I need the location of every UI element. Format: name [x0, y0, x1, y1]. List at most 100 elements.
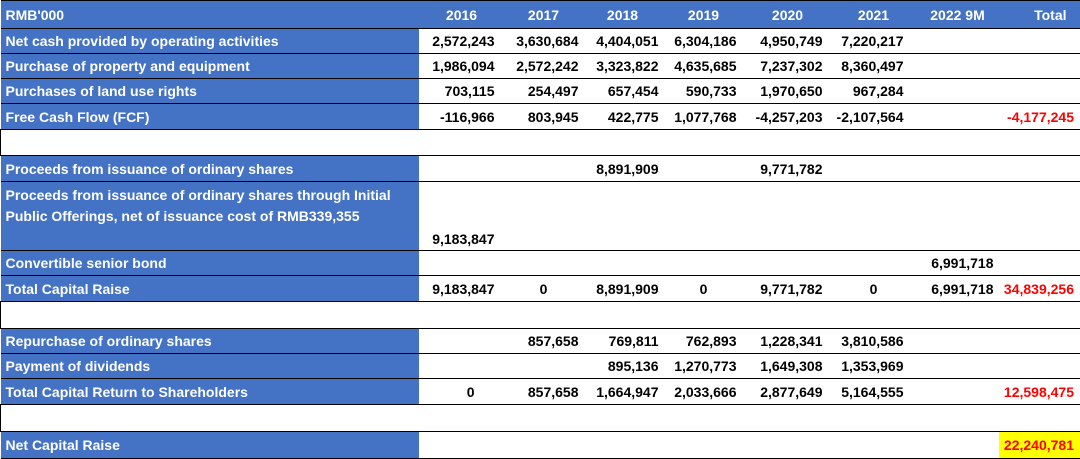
cell-2018: 1,664,947 — [582, 378, 663, 405]
cell-2020 — [744, 250, 831, 276]
cell-2017: 857,658 — [504, 378, 583, 405]
row-label: Payment of dividends — [0, 353, 419, 379]
row-purchase-ppe: Purchase of property and equipment 1,986… — [0, 53, 1080, 79]
row-ordinary-shares: Proceeds from issuance of ordinary share… — [0, 155, 1080, 182]
cell-2016: 1,986,094 — [418, 53, 505, 79]
cell-2022-9m — [916, 28, 999, 54]
cell-2022-9m — [916, 353, 999, 379]
cell-2019 — [662, 181, 745, 251]
cell-2017 — [504, 250, 583, 276]
unit-label: RMB'000 — [0, 0, 419, 29]
row-label: Convertible senior bond — [0, 250, 419, 276]
cell-total — [998, 328, 1080, 354]
cell-net-capital-raise-total: 22,240,781 — [998, 431, 1080, 459]
cell-2016: 703,115 — [418, 78, 505, 104]
cell-total — [998, 181, 1080, 251]
cell-2018: 8,891,909 — [582, 155, 663, 182]
spacer-row — [0, 404, 1080, 432]
cell-2022-9m — [916, 78, 999, 104]
cell-total-fcf: -4,177,245 — [998, 103, 1080, 130]
row-label: Total Capital Return to Shareholders — [0, 378, 419, 405]
cell-2020: -4,257,203 — [744, 103, 831, 130]
cell-2016: 0 — [418, 378, 505, 405]
cell-2021: 967,284 — [830, 78, 917, 104]
row-convertible-bond: Convertible senior bond 6,991,718 — [0, 250, 1080, 276]
row-ipo: Proceeds from issuance of ordinary share… — [0, 181, 1080, 251]
cell-2019: 1,077,768 — [662, 103, 745, 130]
cell-2018 — [582, 250, 663, 276]
spacer-row — [0, 301, 1080, 329]
year-header-2019: 2019 — [662, 0, 745, 29]
cell-2021 — [830, 181, 917, 251]
row-label: Total Capital Raise — [0, 275, 419, 302]
total-header: Total — [998, 0, 1080, 29]
cell-2021: 1,353,969 — [830, 353, 917, 379]
cell-2017 — [504, 181, 583, 251]
cell-2017: 0 — [504, 275, 583, 302]
cell-2019 — [662, 155, 745, 182]
cell-2021: 8,360,497 — [830, 53, 917, 79]
cell-total — [998, 78, 1080, 104]
cell-total — [998, 28, 1080, 54]
year-header-2021: 2021 — [830, 0, 917, 29]
cell-2022-9m — [916, 53, 999, 79]
cell-2017 — [504, 155, 583, 182]
year-header-2016: 2016 — [418, 0, 505, 29]
cell-2020: 4,950,749 — [744, 28, 831, 54]
year-header-2020: 2020 — [744, 0, 831, 29]
cell-2017: 803,945 — [504, 103, 583, 130]
row-label: Proceeds from issuance of ordinary share… — [0, 155, 419, 182]
row-label: Purchases of land use rights — [0, 78, 419, 104]
cell-2022-9m: 6,991,718 — [916, 250, 999, 276]
cell-2018 — [582, 181, 663, 251]
cell-2021: 7,220,217 — [830, 28, 917, 54]
cell-2019: 6,304,186 — [662, 28, 745, 54]
cell-2021: 3,810,586 — [830, 328, 917, 354]
cell-2020: 1,228,341 — [744, 328, 831, 354]
row-label: Net Capital Raise — [0, 431, 419, 459]
cell-2018: 422,775 — [582, 103, 663, 130]
cell-2022-9m — [916, 181, 999, 251]
cell-2017 — [504, 353, 583, 379]
cell-2016: 2,572,243 — [418, 28, 505, 54]
blank-row — [0, 301, 1080, 329]
blank-cells — [418, 431, 999, 459]
year-header-2018: 2018 — [582, 0, 663, 29]
cell-2016 — [418, 328, 505, 354]
row-net-capital-raise: Net Capital Raise 22,240,781 — [0, 431, 1080, 459]
cell-2019: 2,033,666 — [662, 378, 745, 405]
cell-2022-9m — [916, 328, 999, 354]
cell-2016 — [418, 353, 505, 379]
blank-row — [0, 129, 1080, 156]
cell-2016: 9,183,847 — [418, 181, 505, 251]
cell-total-capital-return: 12,598,475 — [998, 378, 1080, 405]
cell-2021: 0 — [830, 275, 917, 302]
cell-2019 — [662, 250, 745, 276]
row-total-capital-raise: Total Capital Raise 9,183,847 0 8,891,90… — [0, 275, 1080, 302]
cell-2019: 762,893 — [662, 328, 745, 354]
cell-2019: 1,270,773 — [662, 353, 745, 379]
cell-2016 — [418, 250, 505, 276]
cell-2017: 3,630,684 — [504, 28, 583, 54]
cell-2021 — [830, 155, 917, 182]
cell-2021: -2,107,564 — [830, 103, 917, 130]
year-header-2017: 2017 — [504, 0, 583, 29]
cell-2016: -116,966 — [418, 103, 505, 130]
cell-total — [998, 353, 1080, 379]
cell-2020 — [744, 181, 831, 251]
row-purchase-land: Purchases of land use rights 703,115 254… — [0, 78, 1080, 104]
cell-2020: 9,771,782 — [744, 275, 831, 302]
row-label-multiline: Proceeds from issuance of ordinary share… — [0, 181, 419, 251]
cell-2020: 1,649,308 — [744, 353, 831, 379]
cell-2020: 9,771,782 — [744, 155, 831, 182]
cell-total — [998, 155, 1080, 182]
cell-2020: 2,877,649 — [744, 378, 831, 405]
cell-2018: 4,404,051 — [582, 28, 663, 54]
cell-2020: 7,237,302 — [744, 53, 831, 79]
cell-2017: 857,658 — [504, 328, 583, 354]
cell-2022-9m — [916, 378, 999, 405]
cell-2018: 8,891,909 — [582, 275, 663, 302]
cell-2017: 254,497 — [504, 78, 583, 104]
cell-2016: 9,183,847 — [418, 275, 505, 302]
row-label: Purchase of property and equipment — [0, 53, 419, 79]
